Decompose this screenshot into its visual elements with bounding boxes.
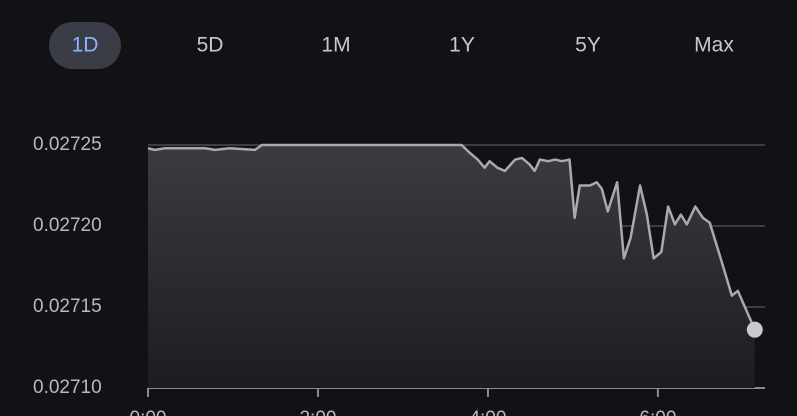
y-tick-label: 0.02720: [33, 215, 102, 236]
range-tabs: 1D 5D 1M 1Y 5Y Max: [49, 22, 734, 69]
range-tab[interactable]: 5Y: [575, 34, 601, 57]
tab-label[interactable]: 5Y: [575, 34, 601, 57]
tab-label[interactable]: 1M: [321, 34, 350, 57]
x-tick-label: 2:00: [299, 408, 336, 416]
x-tick-label: 4:00: [469, 408, 506, 416]
price-line: [147, 143, 756, 331]
range-tab[interactable]: 1M: [321, 34, 350, 57]
range-tab[interactable]: Max: [694, 34, 734, 57]
tab-label[interactable]: 1D: [72, 34, 99, 57]
last-point: [746, 321, 763, 338]
x-tick-label: 0:00: [130, 408, 167, 416]
tab-label[interactable]: Max: [694, 34, 734, 57]
area-fill: [148, 145, 755, 388]
range-tab[interactable]: 1Y: [449, 34, 475, 57]
y-tick-label: 0.02710: [33, 377, 102, 398]
tab-highlight: [49, 22, 121, 69]
y-tick-label: 0.02725: [33, 134, 102, 155]
tab-label[interactable]: 5D: [197, 34, 224, 57]
range-tab[interactable]: 1D: [49, 22, 121, 69]
range-tab[interactable]: 5D: [197, 34, 224, 57]
plot: 0.02710 0.02715 0.02720 0.02725 0:00 2:00 4:00…: [33, 134, 765, 416]
tab-label[interactable]: 1Y: [449, 34, 475, 57]
y-tick-label: 0.02715: [33, 296, 102, 317]
x-tick-label: 6:00: [639, 408, 676, 416]
